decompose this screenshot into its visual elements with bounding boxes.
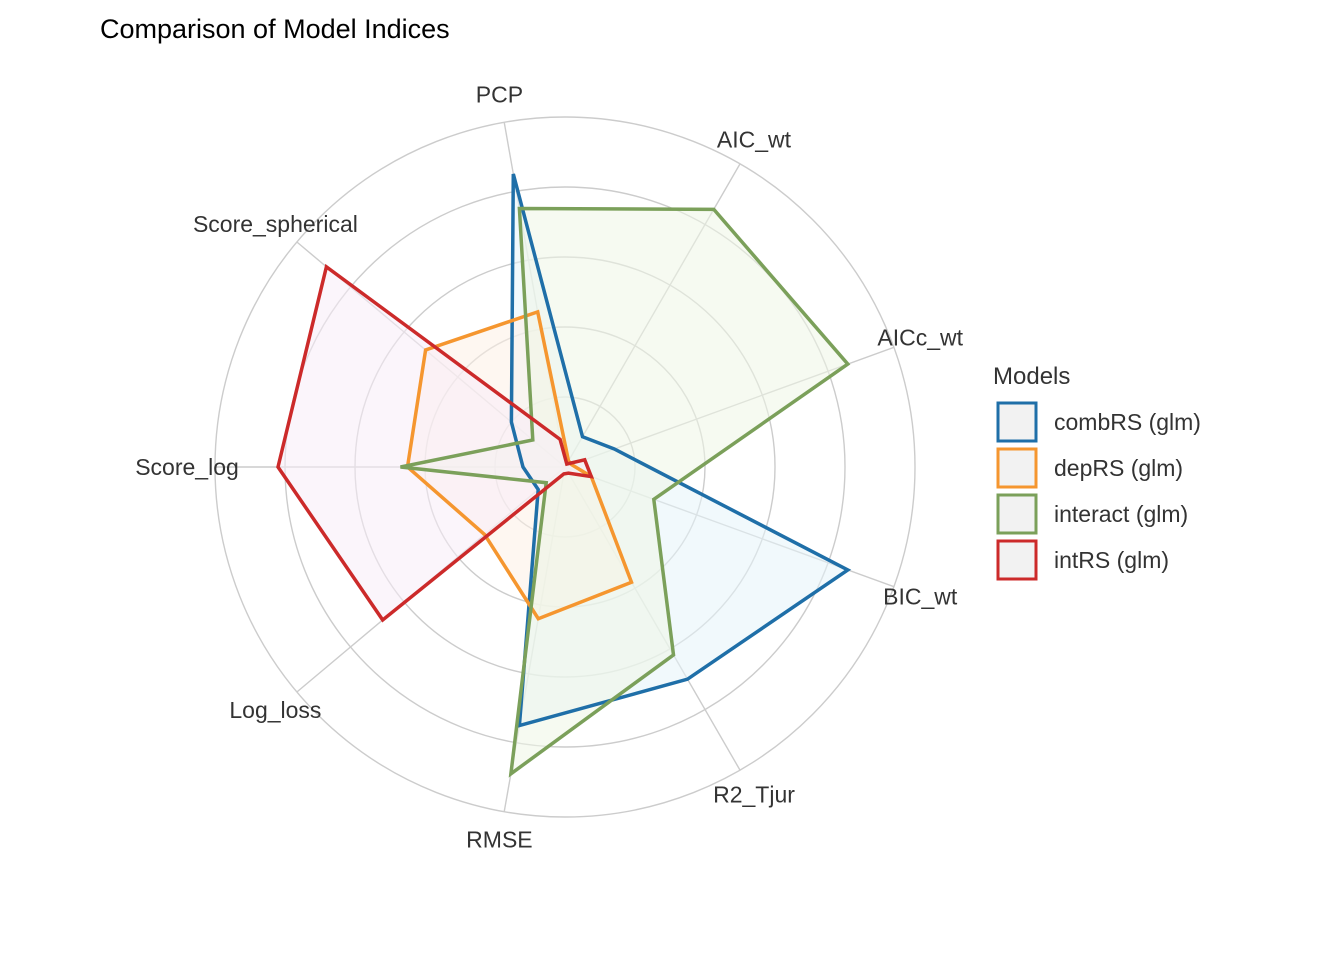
series-fill-3: [278, 266, 592, 620]
legend-label-1: depRS (glm): [1054, 455, 1183, 481]
legend-label-0: combRS (glm): [1054, 409, 1201, 435]
axis-label-score-spherical: Score_spherical: [193, 211, 358, 237]
series-outlines: [276, 173, 852, 778]
axis-label-r2-tjur: R2_Tjur: [713, 781, 795, 807]
series-line-2: [400, 206, 851, 778]
series-fill-2: [400, 208, 848, 774]
legend-key-0: [996, 401, 1038, 443]
series-line-3: [276, 263, 595, 623]
axis-label-aicc-wt: AICc_wt: [877, 325, 963, 351]
axis-label-log-loss: Log_loss: [229, 697, 321, 723]
legend-key-2: [996, 493, 1038, 535]
axis-label-pcp: PCP: [476, 82, 523, 108]
axis-labels: PCP AIC_wt AICc_wt BIC_wt R2_Tjur RMSE Log_los…: [135, 82, 963, 853]
legend-title: Models: [993, 363, 1070, 390]
axis-label-aic-wt: AIC_wt: [717, 127, 792, 153]
legend: Models combRS (glm) depRS (glm) interact (…: [993, 363, 1201, 581]
legend-key-3: [996, 539, 1038, 581]
axis-label-score-log: Score_log: [135, 454, 239, 480]
chart-title: Comparison of Model Indices: [100, 14, 450, 44]
axis-label-rmse: RMSE: [466, 826, 532, 852]
axis-label-bic-wt: BIC_wt: [883, 583, 958, 609]
legend-label-3: intRS (glm): [1054, 547, 1169, 573]
legend-label-2: interact (glm): [1054, 501, 1188, 527]
legend-key-1: [996, 447, 1038, 489]
series-fills: [278, 174, 848, 774]
